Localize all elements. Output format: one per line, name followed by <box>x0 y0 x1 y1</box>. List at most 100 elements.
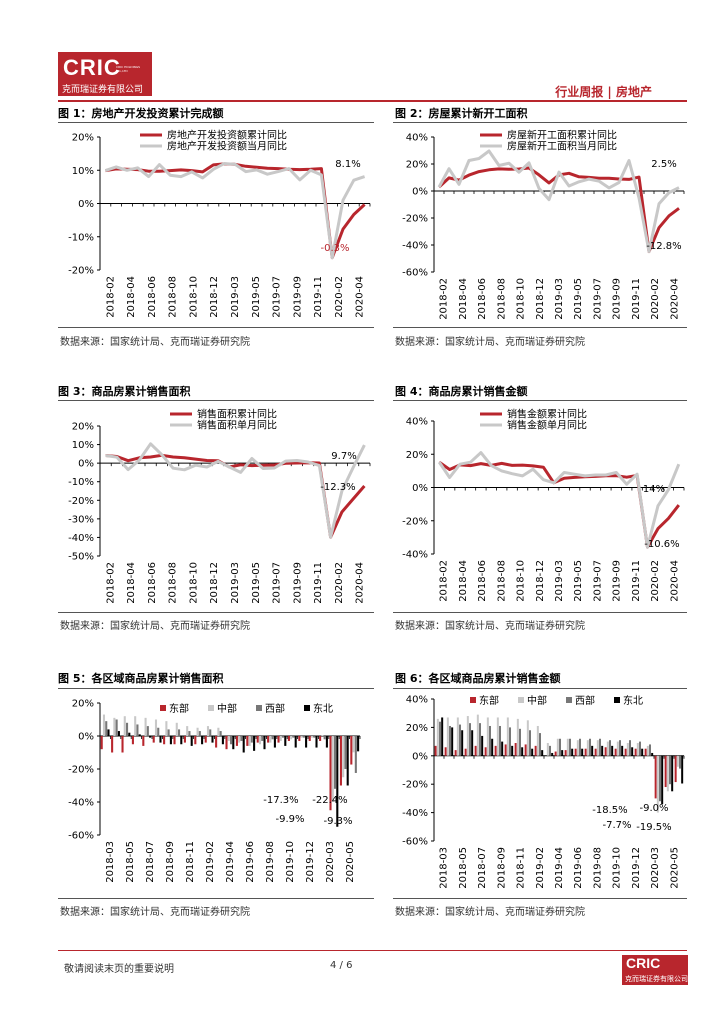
x-tick-label: 2020-04 <box>669 278 680 320</box>
x-tick-label: 2019-10 <box>612 847 623 889</box>
bar <box>339 736 342 786</box>
x-tick-label: 2019-08 <box>265 841 276 883</box>
series-line <box>104 162 366 260</box>
bar <box>541 750 544 756</box>
bar <box>196 727 199 736</box>
bar <box>679 755 681 769</box>
bar <box>282 736 285 738</box>
chart5-regional-area: -60% -40% -20% 0% 20% 2018-03 2018-05 2018-07 20… <box>68 699 361 883</box>
x-tick-label: 2019-09 <box>292 276 303 318</box>
bar <box>466 716 469 756</box>
chart4-title-line <box>393 400 687 401</box>
data-label: -19.5% <box>636 822 671 833</box>
bar <box>526 720 529 756</box>
bar <box>661 755 664 805</box>
bar <box>271 736 274 740</box>
bar <box>319 736 322 741</box>
bar <box>601 745 604 756</box>
bar <box>621 745 624 756</box>
chart5-title-line <box>58 688 374 689</box>
bar <box>649 744 651 756</box>
chart2-title: 图 2：房屋累计新开工面积 <box>395 107 528 120</box>
bar <box>227 736 230 741</box>
y-tick-label: -20% <box>68 765 94 776</box>
y-tick-label: -60% <box>68 831 94 842</box>
x-tick-label: 2018-08 <box>168 562 179 604</box>
bar <box>654 755 657 799</box>
bar <box>519 728 521 756</box>
bar <box>287 736 290 741</box>
x-tick-label: 2018-08 <box>496 278 507 320</box>
bar <box>434 745 437 756</box>
bar <box>606 741 609 756</box>
bar <box>449 725 451 756</box>
y-tick-label: 20% <box>406 723 428 734</box>
chart6-regional-amount: -60% -40% -20% 0% 20% 40% 2018-03 2018-05 2018-0… <box>402 694 685 889</box>
x-tick-label: 2018-06 <box>147 562 158 604</box>
bar <box>128 732 131 736</box>
bar <box>634 748 637 756</box>
bar <box>273 736 276 748</box>
legend-swatch <box>160 705 166 711</box>
bar <box>459 724 461 756</box>
x-tick-label: 2019-07 <box>592 278 603 320</box>
bar <box>471 730 474 756</box>
bar <box>211 736 214 743</box>
bar <box>479 723 481 756</box>
bar <box>269 736 272 743</box>
bar <box>123 716 126 736</box>
bar <box>134 716 137 736</box>
bar <box>629 740 631 756</box>
y-tick-label: -20% <box>402 780 428 791</box>
series-line <box>437 149 680 254</box>
bar <box>574 748 577 756</box>
legend-label: 中部 <box>217 702 237 715</box>
y-tick-label: -50% <box>68 552 94 563</box>
bar <box>446 717 449 756</box>
bar <box>554 751 557 756</box>
series-line <box>437 166 680 254</box>
x-tick-label: 2019-05 <box>573 278 584 320</box>
bar <box>240 736 243 741</box>
bar <box>279 736 282 741</box>
y-tick-label: -20% <box>402 214 428 225</box>
bar <box>188 731 191 736</box>
page-number: 4 / 6 <box>330 960 353 971</box>
chart2-source-line <box>393 327 687 328</box>
bar <box>344 736 347 769</box>
bar <box>305 736 308 748</box>
x-tick-label: 2019-02 <box>535 847 546 889</box>
bar <box>656 755 659 813</box>
data-label: 8.1% <box>335 159 360 170</box>
bar <box>180 736 183 745</box>
x-tick-label: 2019-05 <box>251 276 262 318</box>
chart1-title-line <box>58 122 374 123</box>
bar <box>646 745 649 756</box>
bar <box>107 729 110 736</box>
bar <box>631 747 634 756</box>
y-tick-label: -10% <box>68 232 94 243</box>
bar <box>474 745 477 756</box>
y-tick-label: 20% <box>406 450 428 461</box>
bar <box>499 725 501 756</box>
x-tick-label: 2019-04 <box>554 847 565 889</box>
bar <box>248 736 251 746</box>
bar <box>149 736 152 738</box>
bar <box>313 736 316 738</box>
legend-label: 房地产开发投资额当月同比 <box>167 140 287 153</box>
y-tick-label: -30% <box>68 514 94 525</box>
chart1-source-line <box>58 327 374 328</box>
bar <box>325 736 328 748</box>
x-tick-label: 2020-02 <box>650 278 661 320</box>
bar <box>354 736 357 773</box>
bar <box>105 721 108 736</box>
x-tick-label: 2020-03 <box>325 841 336 883</box>
chart3-title-line <box>58 400 374 401</box>
y-tick-label: -60% <box>402 837 428 848</box>
bar <box>217 727 220 736</box>
bar <box>290 736 293 740</box>
bar <box>469 723 471 756</box>
data-label: 9.7% <box>331 451 356 462</box>
chart3-source: 数据来源：国家统计局、克而瑞证券研究院 <box>60 621 250 632</box>
